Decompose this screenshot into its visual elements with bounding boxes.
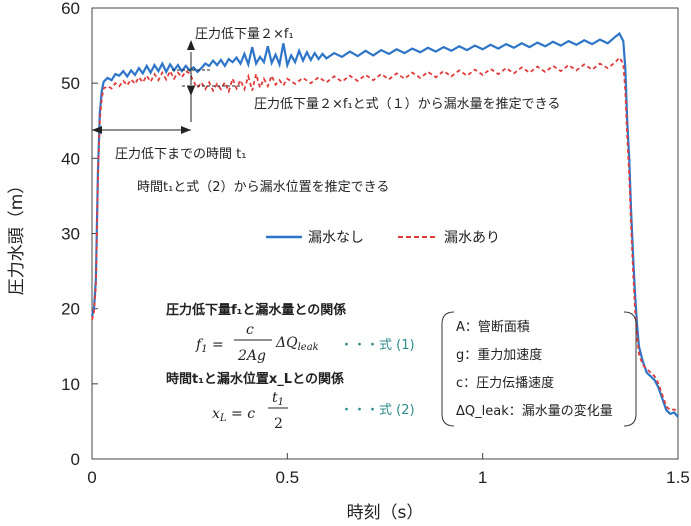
legend-label-leak: 漏水あり (444, 230, 500, 246)
time-arrow-left (92, 126, 102, 134)
equation-1-ref: ・・・式 (1) (340, 338, 415, 353)
series-line-leak (91, 56, 679, 413)
legend-label-no-leak: 漏水なし (308, 230, 364, 246)
x-tick-label: 0.5 (276, 468, 300, 487)
series-lines (90, 31, 679, 418)
plot-area (91, 7, 679, 460)
drop-estimate-note: 圧力低下量２×f₁と式（１）から漏水量を推定できる (254, 96, 560, 112)
y-tick-label: 60 (61, 0, 80, 18)
definitions-bracket-right (623, 311, 637, 427)
time-label: 圧力低下までの時間 t₁ (115, 147, 246, 162)
formula-2-lhs: xL = c (212, 406, 255, 424)
legend: 漏水なし 漏水あり (266, 230, 500, 246)
definitions-box: A：管断面積 g：重力加速度 c：圧力伝播速度 ΔQ_leak：漏水量の変化量 (441, 311, 637, 427)
formula-2-den: 2 (274, 416, 283, 432)
definitions-bracket-left (441, 311, 455, 427)
time-arrow-right (181, 126, 191, 134)
relation-2-title: 時間t₁と漏水位置x_Lとの関係 (166, 371, 344, 387)
formula-1-num: c (246, 322, 254, 338)
series-line-no-leak (90, 31, 679, 418)
y-axis-title: 圧力水頭（m） (7, 177, 27, 296)
y-tick-label: 50 (61, 74, 80, 93)
x-tick-label: 1.5 (666, 468, 690, 487)
drop-label: 圧力低下量２×f₁ (195, 27, 294, 42)
x-tick-label: 0 (87, 468, 96, 487)
definition-gravity: g：重力加速度 (456, 347, 542, 363)
annotation-marks (92, 40, 240, 134)
definition-wave-speed: c：圧力伝播速度 (456, 375, 554, 391)
drop-arrow-up (187, 40, 195, 50)
y-tick-label: 30 (61, 225, 80, 244)
y-tick-label: 40 (61, 149, 80, 168)
x-tick-label: 1 (478, 468, 487, 487)
definition-leak-change: ΔQ_leak：漏水量の変化量 (456, 403, 613, 419)
formula-1-rhs: ΔQleak (275, 335, 319, 353)
y-tick-label: 10 (61, 375, 80, 394)
time-estimate-note: 時間t₁と式（2）から漏水位置を推定できる (137, 179, 389, 195)
equation-2-ref: ・・・式 (2) (340, 403, 415, 418)
y-tick-label: 0 (71, 450, 80, 469)
formula-block: 圧力低下量f₁と漏水量との関係 f1 = c 2Ag ΔQleak ・・・式 (… (166, 302, 415, 432)
drop-arrow-down (187, 86, 195, 96)
relation-1-title: 圧力低下量f₁と漏水量との関係 (166, 302, 346, 318)
y-tick-label: 20 (61, 300, 80, 319)
formula-1-den: 2Ag (237, 348, 266, 364)
formula-1-lhs: f1 = (195, 337, 224, 355)
formula-2-num: t1 (272, 390, 284, 408)
x-axis-title: 時刻（s） (347, 503, 424, 523)
definition-area: A：管断面積 (456, 320, 530, 335)
axis-ticks: 0 0.5 1 1.5 0 10 20 30 40 50 60 (61, 0, 690, 487)
